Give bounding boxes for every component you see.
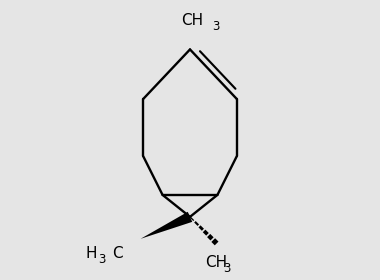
- Polygon shape: [141, 212, 192, 239]
- Text: CH: CH: [182, 13, 204, 28]
- Text: H: H: [85, 246, 97, 262]
- Text: CH: CH: [205, 255, 227, 270]
- Text: C: C: [112, 246, 122, 262]
- Text: 3: 3: [98, 253, 105, 267]
- Text: 3: 3: [212, 20, 219, 33]
- Text: 3: 3: [223, 262, 230, 275]
